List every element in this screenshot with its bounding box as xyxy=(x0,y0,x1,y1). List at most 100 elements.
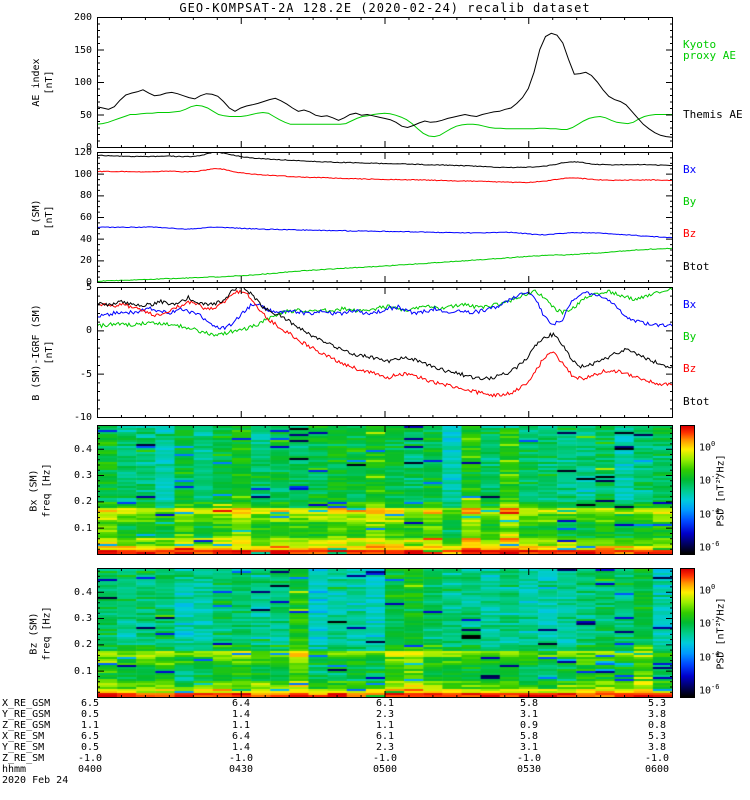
panel-spectrogram-bx: Bx (SM) freq [Hz] PSD [nT²/Hz] 0.1 0.2 0.3… xyxy=(29,425,727,555)
date-label: 2020 Feb 24 xyxy=(2,775,69,786)
time-axis-label: hhmm xyxy=(2,764,27,775)
orbit-param-value: 3.8 xyxy=(647,742,667,753)
colorbar-tick-label: 10-6 xyxy=(699,683,720,697)
orbit-param-value: 1.1 xyxy=(231,720,251,731)
y-tick-label: 5 xyxy=(85,282,92,293)
y-tick-label: 0 xyxy=(85,325,92,337)
y-tick-label: 0.4 xyxy=(73,586,92,598)
orbit-param-label: X_RE_GSM xyxy=(2,698,51,709)
time-tick-label: 0400 xyxy=(77,764,103,775)
orbit-param-label: X_RE_SM xyxy=(2,731,45,742)
y-tick-label: 100 xyxy=(73,168,92,180)
y-tick-label: 50 xyxy=(79,109,92,121)
psd-colorbar xyxy=(680,425,695,555)
time-tick-label: 0430 xyxy=(228,764,254,775)
orbit-param-value: 6.5 xyxy=(80,698,100,709)
legend-label: Btot xyxy=(683,260,710,273)
legend-label: Btot xyxy=(683,395,710,408)
orbit-param-value: 6.1 xyxy=(375,731,395,742)
orbit-param-value: 6.1 xyxy=(375,698,395,709)
colorbar-tick-label: 100 xyxy=(699,583,716,597)
legend-label: Bx xyxy=(683,298,697,311)
y-tick-label: -10 xyxy=(73,412,92,423)
orbit-param-value: -1.0 xyxy=(644,753,670,764)
panel-b-sm: B (SM) [nT] 0 20 40 60 80 100 120 Bx By Bz Btot xyxy=(31,148,710,288)
legend-label: By xyxy=(683,330,697,343)
y-tick-label: -5 xyxy=(79,368,92,380)
y-tick-label: 0.1 xyxy=(73,665,92,677)
legend-label: Bx xyxy=(683,163,697,176)
orbit-param-value: 0.9 xyxy=(519,720,539,731)
orbit-param-value: 6.4 xyxy=(231,698,251,709)
y-tick-label: 0.4 xyxy=(73,443,92,455)
orbit-param-value: 1.4 xyxy=(231,709,251,720)
orbit-param-value: 6.4 xyxy=(231,731,251,742)
y-tick-label: 0.3 xyxy=(73,613,92,625)
orbit-param-value: 0.8 xyxy=(647,720,667,731)
y-tick-label: 0.3 xyxy=(73,470,92,482)
y-axis-label: B (SM)-IGRF (SM) xyxy=(31,304,42,401)
orbit-param-value: 1.1 xyxy=(80,720,100,731)
y-tick-label: 200 xyxy=(73,12,92,23)
colorbar-tick-label: 100 xyxy=(699,440,716,454)
orbit-param-value: 2.3 xyxy=(375,742,395,753)
orbit-param-value: -1.0 xyxy=(516,753,542,764)
psd-colorbar-title: PSD [nT²/Hz] xyxy=(715,597,727,670)
time-tick-label: 0500 xyxy=(372,764,398,775)
panel-ae-index: AE index [nT] 0 50 100 150 200 Kyoto proxy AE T… xyxy=(31,13,743,153)
b_sm-plot xyxy=(97,152,673,283)
psd-colorbar-title: PSD [nT²/Hz] xyxy=(715,454,727,527)
orbit-param-value: -1.0 xyxy=(228,753,254,764)
orbit-param-value: 1.1 xyxy=(375,720,395,731)
y-axis-label: Bx (SM) xyxy=(28,469,40,512)
orbit-param-value: 0.5 xyxy=(80,742,100,753)
orbit-param-value: -1.0 xyxy=(77,753,103,764)
y-tick-label: 120 xyxy=(73,147,92,158)
y-tick-label: 150 xyxy=(73,44,92,56)
b_igrf-plot xyxy=(97,287,673,418)
y-axis-label: B (SM) xyxy=(31,199,42,236)
psd-colorbar xyxy=(680,568,695,698)
orbit-param-value: 1.4 xyxy=(231,742,251,753)
orbit-param-value: 3.1 xyxy=(519,742,539,753)
orbit-param-value: 3.8 xyxy=(647,709,667,720)
y-tick-label: 60 xyxy=(79,212,92,223)
y-tick-label: 100 xyxy=(73,77,92,88)
legend-label: Bz xyxy=(683,362,697,375)
y-axis-unit: [nT] xyxy=(44,340,55,365)
legend-label: Themis AE xyxy=(683,108,743,121)
y-tick-label: 0.2 xyxy=(73,496,92,508)
orbit-param-label: Z_RE_SM xyxy=(2,753,45,764)
spec_bz-heatmap xyxy=(98,569,672,697)
panel-spectrogram-bz: Bz (SM) freq [Hz] PSD [nT²/Hz] 0.1 0.2 0.3… xyxy=(29,568,727,698)
colorbar-tick-label: 10-2 xyxy=(699,616,720,630)
y-tick-label: 0.1 xyxy=(73,522,92,534)
y-tick-label: 20 xyxy=(79,255,92,267)
colorbar-tick-label: 10-4 xyxy=(699,649,720,663)
orbit-param-value: 0.5 xyxy=(80,709,100,720)
y-axis-label: Bz (SM) xyxy=(28,612,40,655)
orbit-param-value: 5.3 xyxy=(647,731,667,742)
orbit-param-value: 5.8 xyxy=(519,698,539,709)
orbit-param-value: -1.0 xyxy=(372,753,398,764)
orbit-param-value: 6.5 xyxy=(80,731,100,742)
time-tick-label: 0600 xyxy=(644,764,670,775)
y-tick-label: 80 xyxy=(79,190,92,202)
orbit-param-label: Z_RE_GSM xyxy=(2,720,51,731)
orbit-param-value: 3.1 xyxy=(519,709,539,720)
orbit-param-label: Y_RE_SM xyxy=(2,742,45,753)
y-axis-label: AE index xyxy=(31,58,42,107)
y-tick-label: 0 xyxy=(85,277,92,288)
time-tick-label: 0530 xyxy=(516,764,542,775)
orbit-param-label: Y_RE_GSM xyxy=(2,709,51,720)
ae_index-plot xyxy=(97,17,673,148)
legend-label: By xyxy=(683,195,697,208)
plot-title: GEO-KOMPSAT-2A 128.2E (2020-02-24) recal… xyxy=(179,1,591,15)
y-tick-label: 0.2 xyxy=(73,639,92,651)
spec_bx-heatmap xyxy=(98,426,672,554)
colorbar-tick-label: 10-2 xyxy=(699,473,720,487)
colorbar-tick-label: 10-6 xyxy=(699,540,720,554)
panel-b-minus-igrf: B (SM)-IGRF (SM) [nT] -10 -5 0 5 Bx By Bz Btot xyxy=(31,283,710,423)
legend-label: Kyoto proxy AE xyxy=(683,38,736,62)
